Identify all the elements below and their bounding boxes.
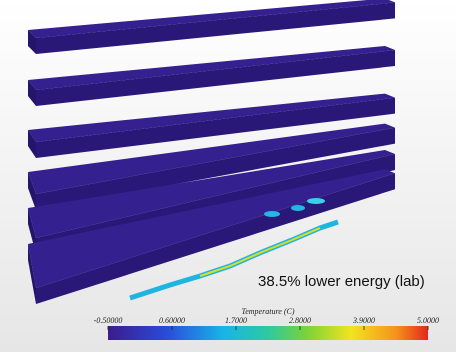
tick-label: 0.60000 (159, 316, 185, 325)
tick-label: -0.50000 (94, 316, 123, 325)
colorbar-title: Temperature (C) (242, 307, 295, 316)
tick-label: 3.9000 (352, 316, 375, 325)
visualization: 38.5% lower energy (lab) Temperature (C)… (0, 0, 456, 352)
tick-label: 5.0000 (417, 316, 439, 325)
tick-label: 2.8000 (289, 316, 311, 325)
hot-spot (264, 211, 280, 217)
hot-spot (307, 198, 325, 204)
page: 38.5% lower energy (lab) Temperature (C)… (0, 0, 456, 352)
hot-spot (291, 205, 305, 211)
colorbar (108, 326, 428, 340)
tick-label: 1.7000 (225, 316, 247, 325)
annotation: 38.5% lower energy (lab) (258, 273, 425, 290)
